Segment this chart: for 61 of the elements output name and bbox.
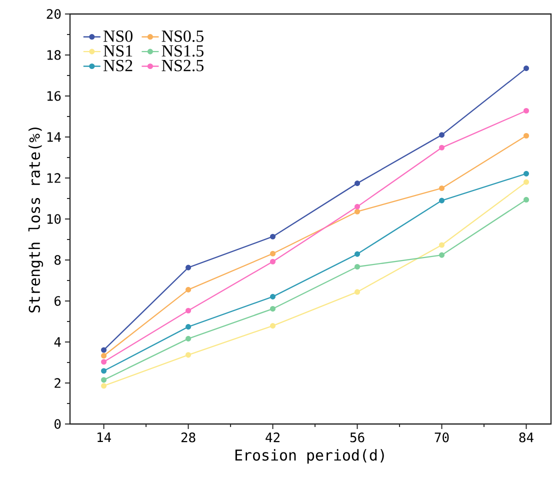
point [270, 294, 276, 300]
y-tick-label: 0 [54, 419, 61, 429]
point [270, 323, 276, 329]
x-tick-label: 14 [98, 432, 111, 442]
point [354, 289, 360, 295]
point [438, 185, 445, 192]
y-tick-label: 16 [47, 91, 61, 101]
x-tick-label: 28 [181, 432, 196, 442]
point [523, 66, 530, 72]
point [354, 204, 360, 210]
point [523, 170, 530, 176]
point [354, 208, 360, 214]
point [523, 108, 530, 114]
y-tick-label: 2 [54, 378, 60, 388]
point [270, 258, 276, 264]
point [438, 144, 445, 150]
point [101, 352, 107, 359]
y-tick-label: 20 [46, 9, 61, 19]
x-tick-label: 70 [434, 432, 449, 442]
y-tick-label: 12 [47, 173, 60, 183]
y-tick-label: 18 [47, 50, 61, 60]
point [101, 383, 107, 389]
y-tick-label: 6 [54, 296, 61, 306]
point [354, 264, 360, 270]
point [270, 306, 276, 312]
point [186, 308, 192, 314]
x-tick-label: 84 [519, 432, 534, 442]
x-tick-label: 42 [266, 432, 280, 442]
legend-label: NS1 [103, 45, 132, 57]
y-tick-label: 4 [54, 337, 61, 347]
point [101, 359, 107, 365]
x-axis-title: Erosion period(d) [235, 449, 384, 464]
point [523, 132, 530, 139]
point [270, 250, 276, 256]
point [523, 196, 530, 203]
legend-label: NS2 [103, 60, 132, 72]
legend-label: NS0.5 [162, 30, 204, 42]
point [186, 324, 192, 330]
point [438, 132, 445, 138]
point [101, 377, 107, 383]
point [186, 352, 192, 358]
point [101, 368, 107, 374]
legend-label: NS0 [103, 30, 132, 42]
x-tick-label: 56 [350, 432, 364, 442]
point [354, 251, 360, 257]
legend-label: NS2.5 [162, 60, 204, 72]
y-tick-label: 10 [47, 214, 61, 224]
point [523, 179, 530, 185]
y-tick-label: 8 [54, 255, 61, 265]
y-tick-label: 14 [47, 132, 61, 142]
point [438, 252, 445, 258]
point [354, 180, 360, 186]
point [101, 347, 107, 353]
y-axis-title: Strength loss rate(%) [28, 128, 44, 312]
point [186, 286, 192, 293]
point [438, 198, 445, 204]
point [438, 242, 445, 248]
point [186, 264, 192, 270]
point [186, 336, 192, 342]
point [270, 234, 276, 240]
legend-label: NS1.5 [162, 45, 204, 57]
